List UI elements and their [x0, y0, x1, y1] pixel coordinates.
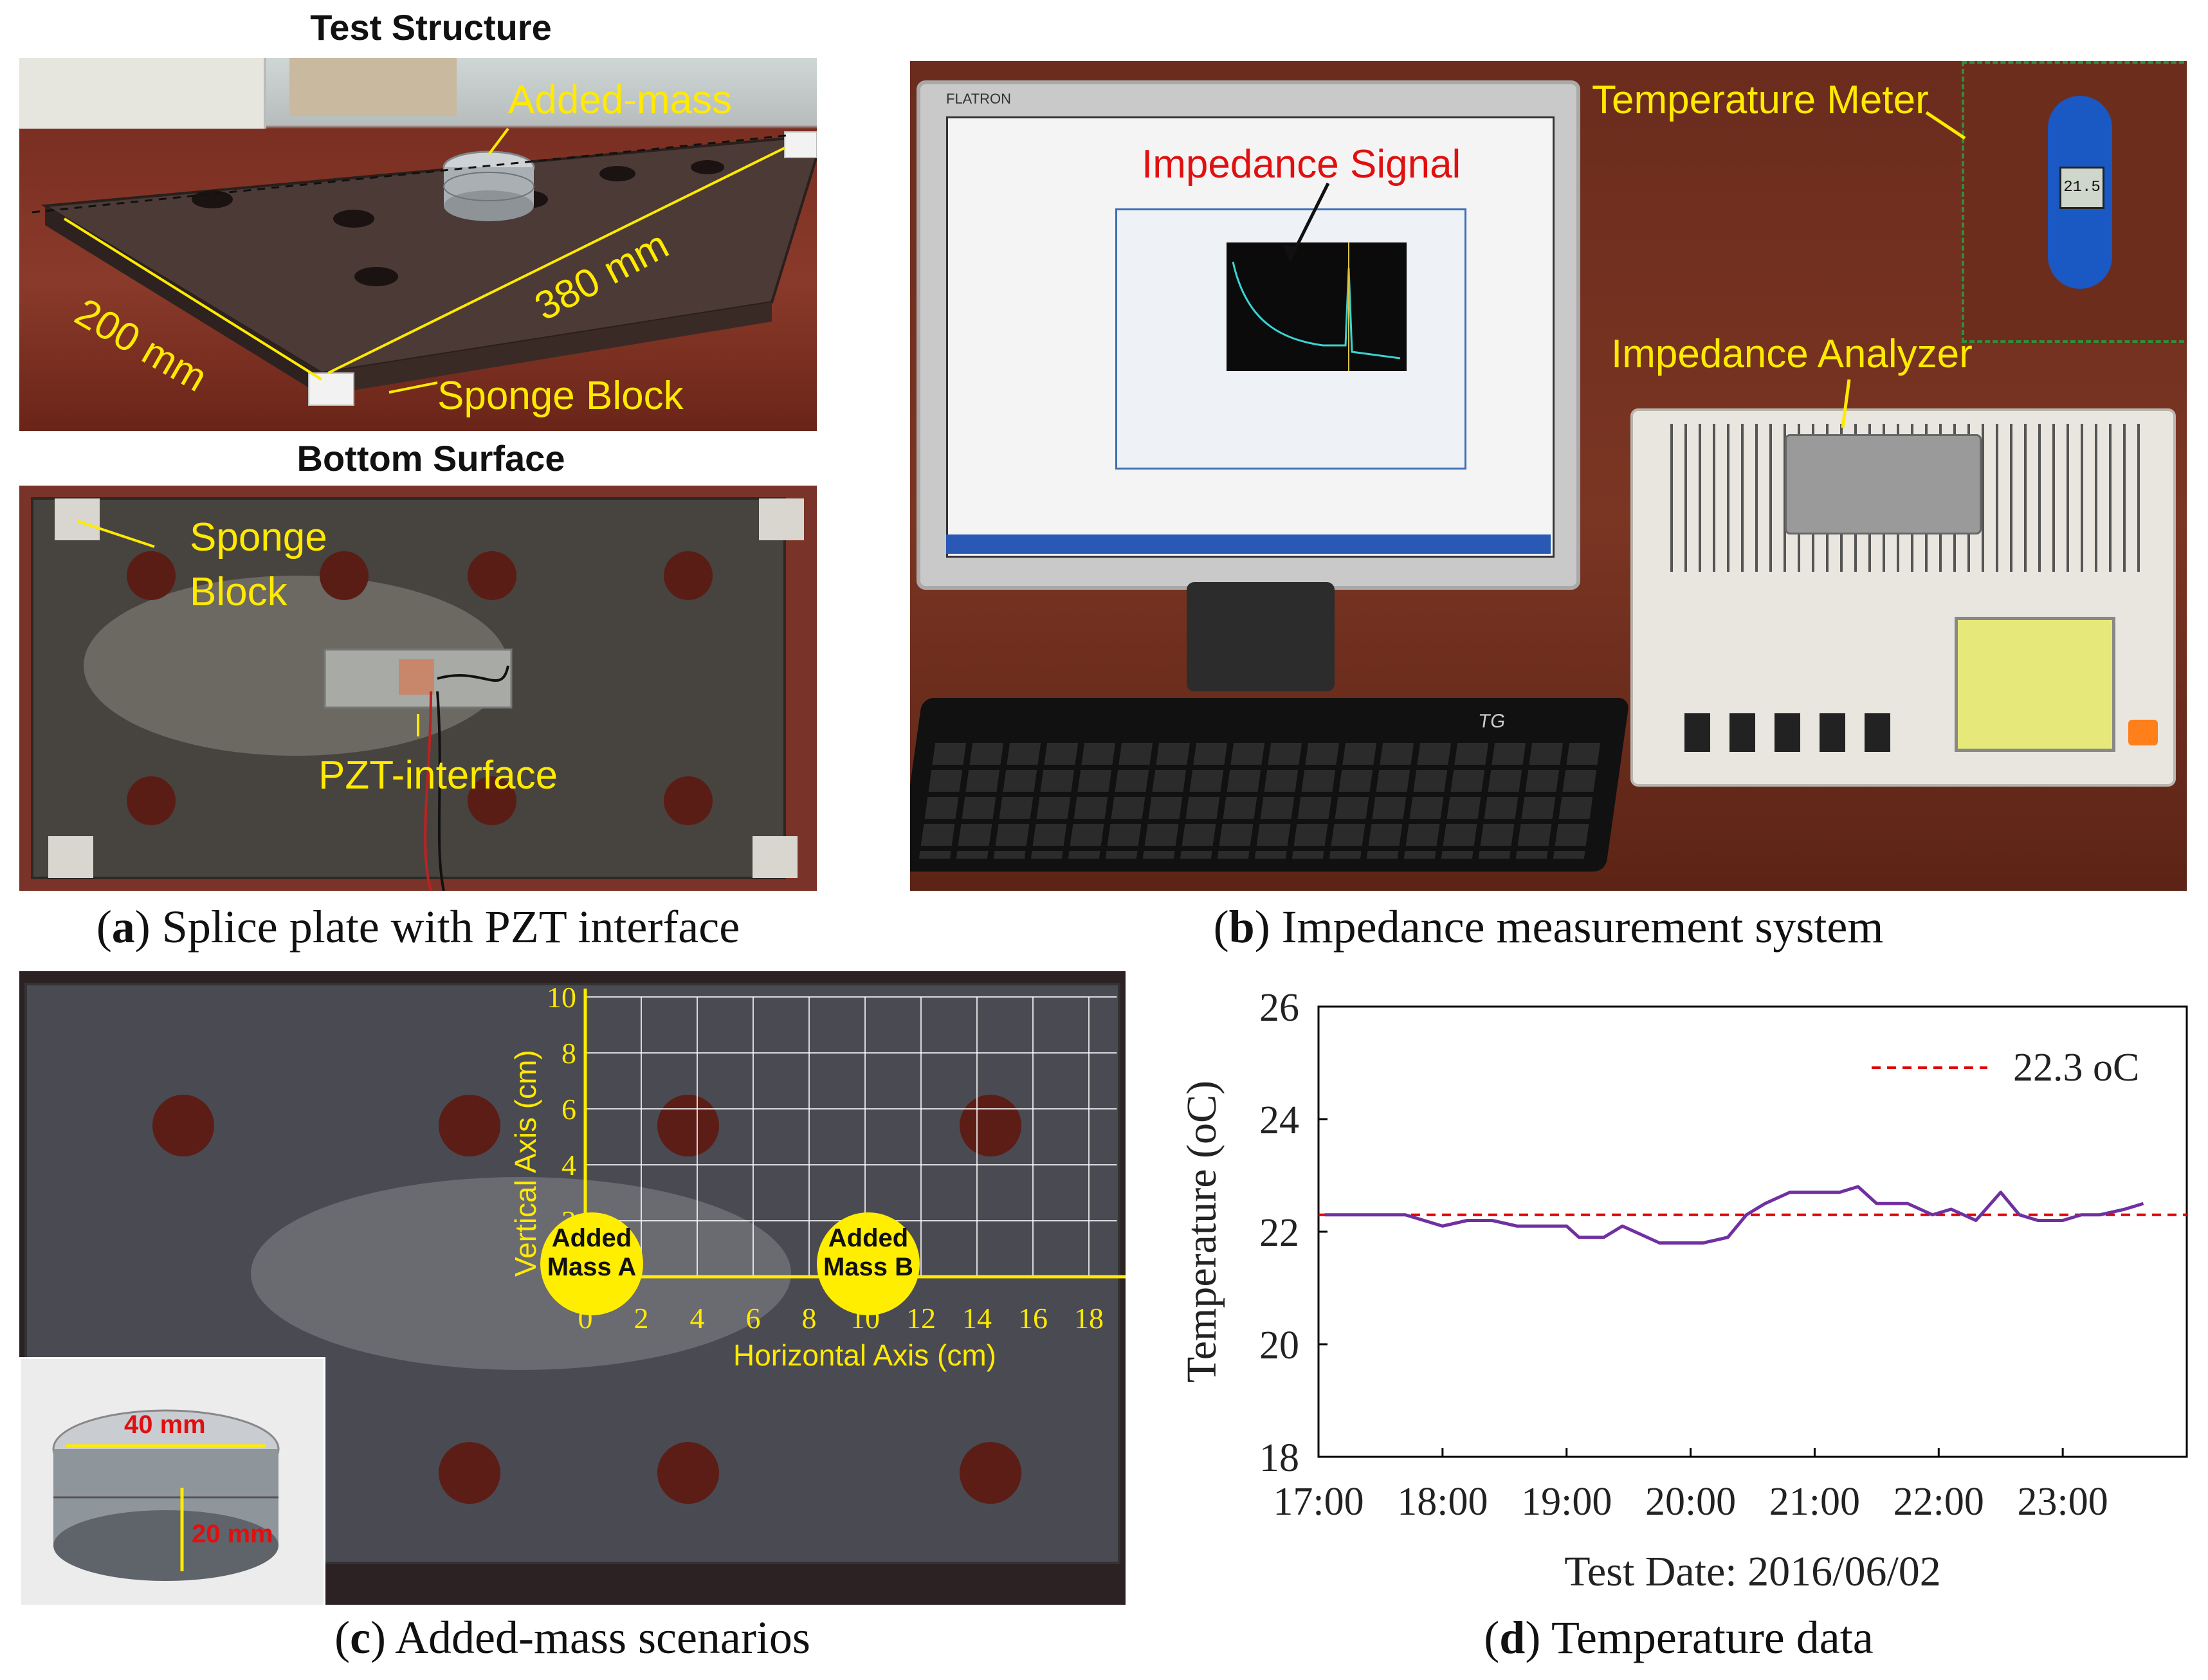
bottom-surface-photo: Sponge Block PZT-interface: [19, 486, 817, 891]
x-tick-label: 23:00: [2018, 1480, 2108, 1524]
grid-x-tick-label: 14: [962, 1302, 992, 1335]
x-tick-label: 22:00: [1893, 1480, 1984, 1524]
added-mass-b-marker: Added Mass B: [817, 1212, 920, 1315]
steel-plate: [32, 127, 817, 406]
sponge-block-label-bottom-2: Block: [190, 570, 287, 614]
analyzer-display: [1955, 617, 2115, 752]
sponge-block-label-top: Sponge Block: [437, 374, 684, 418]
grid-y-tick-label: 6: [561, 1093, 576, 1126]
temperature-series-line: [1324, 1185, 2144, 1245]
test-structure-title: Test Structure: [310, 7, 552, 48]
taskbar: [946, 534, 1551, 554]
grid-y-tick-label: 10: [547, 981, 576, 1014]
legend-label: 22.3 oC: [2013, 1046, 2139, 1090]
grid-x-tick-label: 16: [1018, 1302, 1048, 1335]
grid-x-tick-label: 8: [802, 1302, 817, 1335]
measurement-grid: 024681012141618246810: [547, 981, 1126, 1335]
grid-x-tick-label: 12: [906, 1302, 936, 1335]
y-tick-label: 22: [1259, 1211, 1299, 1255]
grid-x-tick-label: 4: [690, 1302, 705, 1335]
power-button: [2128, 720, 2158, 745]
impedance-signal-label: Impedance Signal: [1142, 142, 1461, 187]
monitor: FLATRON: [917, 80, 1580, 590]
impedance-plot-screen: [1227, 242, 1407, 371]
pzt-interface-label: PZT-interface: [318, 753, 558, 798]
background-box: [289, 58, 457, 116]
grid-x-tick-label: 18: [1074, 1302, 1104, 1335]
software-window: [1115, 208, 1466, 470]
panel-b-annotations: [1283, 111, 1966, 428]
added-mass-photo: 024681012141618246810 Horizontal Axis (c…: [19, 971, 1126, 1605]
monitor-screen: [946, 116, 1555, 558]
mass-a-line1: Added: [551, 1224, 632, 1252]
analyzer-connectors: [1684, 713, 1903, 752]
y-tick-label: 26: [1259, 986, 1299, 1030]
meter-display: 21.5: [2059, 167, 2104, 209]
y-tick-label: 20: [1259, 1324, 1299, 1367]
x-axis-label: Test Date: 2016/06/02: [1564, 1548, 1941, 1595]
impedance-analyzer-label: Impedance Analyzer: [1611, 332, 1973, 376]
monitor-brand: FLATRON: [946, 91, 1012, 107]
caption-b: (b) Impedance measurement system: [1213, 901, 1884, 953]
x-tick-label: 19:00: [1521, 1480, 1612, 1524]
plate-bottom: [31, 497, 804, 891]
y-axis-label: Temperature (oC): [1178, 1081, 1225, 1383]
bottom-surface-title: Bottom Surface: [297, 438, 565, 479]
y-tick-label: 18: [1259, 1436, 1299, 1480]
temperature-meter-inset: 21.5: [1962, 61, 2187, 343]
monitor-stand: [1187, 582, 1335, 691]
x-tick-label: 21:00: [1769, 1480, 1860, 1524]
caption-a: (a) Splice plate with PZT interface: [96, 901, 740, 953]
impedance-trace: [1232, 242, 1401, 371]
x-tick-label: 17:00: [1273, 1480, 1364, 1524]
grid-y-tick-label: 8: [561, 1037, 576, 1070]
mass-b-line1: Added: [828, 1224, 909, 1252]
measurement-system-photo: FLATRON TG 21.5: [910, 61, 2187, 891]
mass-b-line2: Mass B: [823, 1253, 914, 1281]
mass-a-line2: Mass A: [547, 1253, 637, 1281]
caption-c: (c) Added-mass scenarios: [334, 1612, 810, 1663]
fixture-box: [1785, 434, 1982, 534]
grid-y-label: Vertical Axis (cm): [509, 1050, 542, 1277]
background-equipment: [19, 58, 266, 129]
diameter-label: 40 mm: [124, 1411, 206, 1439]
magnet-inset: 40 mm 20 mm: [19, 1357, 325, 1605]
grid-x-tick-label: 2: [634, 1302, 649, 1335]
test-structure-photo: Added-mass 200 mm 380 mm Sponge Block: [19, 58, 817, 431]
caption-d: (d) Temperature data: [1484, 1612, 1874, 1663]
temperature-chart: 18 20 22 24 26 17:00 18:00 19:00 20:00 21:00 22:00…: [1178, 986, 2188, 1595]
grid-x-label: Horizontal Axis (cm): [733, 1338, 996, 1372]
added-mass-a-marker: Added Mass A: [540, 1212, 643, 1315]
x-tick-label: 20:00: [1645, 1480, 1736, 1524]
x-tick-label: 18:00: [1397, 1480, 1488, 1524]
meter-body: 21.5: [2048, 96, 2112, 289]
temperature-meter-label: Temperature Meter: [1592, 78, 1929, 122]
sponge-block-label-bottom-1: Sponge: [190, 515, 327, 560]
added-mass-label: Added-mass: [508, 78, 733, 122]
grid-x-tick-label: 6: [746, 1302, 761, 1335]
height-label: 20 mm: [192, 1520, 273, 1548]
grid-y-tick-label: 4: [561, 1149, 576, 1182]
magnet-cylinder: [52, 1409, 280, 1581]
y-tick-label: 24: [1259, 1099, 1299, 1142]
